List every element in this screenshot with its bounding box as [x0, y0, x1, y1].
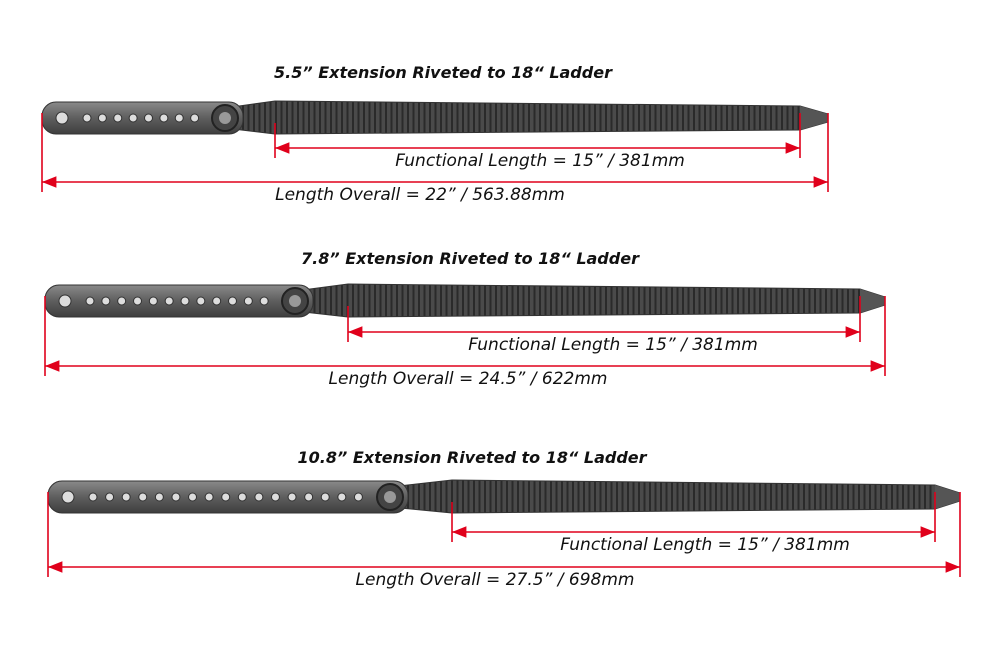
- hole: [144, 113, 153, 123]
- hole: [97, 113, 107, 123]
- functional-length: Functional Length = 15” / 381mm: [468, 335, 758, 355]
- hole: [180, 296, 190, 306]
- hole: [204, 492, 214, 502]
- hole: [353, 492, 363, 502]
- hole: [190, 113, 200, 123]
- hole: [82, 113, 92, 123]
- hole: [159, 113, 169, 123]
- hole: [337, 492, 347, 502]
- hole: [320, 492, 330, 502]
- ladder: [224, 100, 829, 135]
- strap: 5.5” Extension Riveted to 18“ Ladder Func…: [41, 63, 829, 205]
- hole: [196, 296, 206, 306]
- hole: [212, 296, 222, 306]
- ladder: [294, 283, 886, 318]
- hole: [174, 113, 184, 123]
- length-overall: Length Overall = 27.5” / 698mm: [356, 570, 635, 590]
- length-overall: Length Overall = 24.5” / 622mm: [329, 369, 608, 389]
- hole: [228, 296, 237, 306]
- hole: [304, 492, 314, 502]
- hole: [105, 492, 115, 502]
- hole: [148, 296, 158, 306]
- hole: [171, 492, 181, 502]
- hole: [138, 492, 148, 502]
- functional-length: Functional Length = 15” / 381mm: [560, 535, 850, 555]
- strap-title: 10.8” Extension Riveted to 18“ Ladder: [297, 448, 647, 467]
- hole: [221, 492, 231, 502]
- hole: [121, 492, 131, 502]
- hole: [101, 296, 111, 306]
- hole: [85, 296, 95, 306]
- hole: [259, 296, 269, 306]
- rivet-center: [289, 295, 301, 307]
- extension: [44, 284, 314, 318]
- hole: [113, 113, 123, 123]
- functional-length: Functional Length = 15” / 381mm: [395, 151, 685, 171]
- strap: 10.8” Extension Riveted to 18“ Ladder Fun…: [47, 448, 961, 590]
- hole: [164, 296, 174, 306]
- rivet-center: [384, 491, 396, 503]
- strap: 7.8” Extension Riveted to 18“ Ladder Func…: [44, 249, 886, 389]
- ladder: [389, 479, 961, 514]
- end-hole: [58, 294, 72, 308]
- strap-title: 7.8” Extension Riveted to 18“ Ladder: [301, 249, 640, 268]
- strap-title: 5.5” Extension Riveted to 18“ Ladder: [274, 63, 613, 82]
- ladder-tip: [935, 485, 960, 509]
- end-hole: [61, 490, 75, 504]
- ladder-tip: [860, 289, 885, 313]
- hole: [188, 492, 198, 502]
- hole: [133, 296, 142, 306]
- hole: [254, 492, 264, 502]
- hole: [117, 296, 127, 306]
- hole: [128, 113, 138, 123]
- rivet-center: [219, 112, 231, 124]
- hole: [270, 492, 280, 502]
- length-overall: Length Overall = 22” / 563.88mm: [275, 185, 565, 205]
- hole: [287, 492, 297, 502]
- end-hole: [55, 111, 69, 125]
- hole: [237, 492, 247, 502]
- straps: 5.5” Extension Riveted to 18“ Ladder Func…: [41, 63, 961, 590]
- ladder-tip: [800, 106, 828, 130]
- hole: [243, 296, 253, 306]
- hole: [154, 492, 164, 502]
- hole: [88, 492, 98, 502]
